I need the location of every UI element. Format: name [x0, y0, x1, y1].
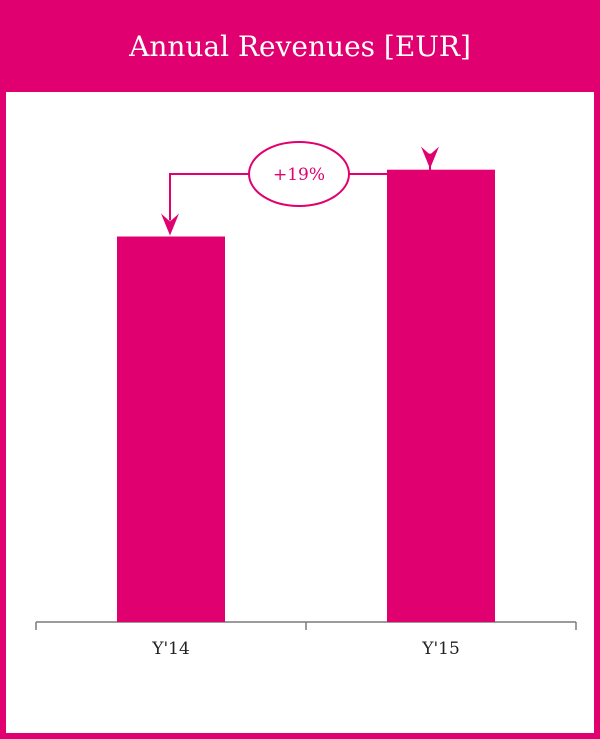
bars	[117, 169, 495, 622]
tick-label-y14: Y'14	[151, 639, 190, 659]
change-annotation: +19%	[161, 141, 439, 236]
bar-y15	[387, 169, 495, 622]
arrowhead-right	[421, 146, 439, 169]
change-label: +19%	[273, 165, 325, 185]
arrowhead-left	[161, 213, 179, 236]
tick-label-y15: Y'15	[421, 639, 460, 659]
bar-y14	[117, 236, 225, 622]
connector-left	[169, 173, 249, 221]
chart-title: Annual Revenues [EUR]	[128, 30, 471, 63]
title-band	[0, 0, 600, 92]
change-bubble	[248, 141, 350, 207]
